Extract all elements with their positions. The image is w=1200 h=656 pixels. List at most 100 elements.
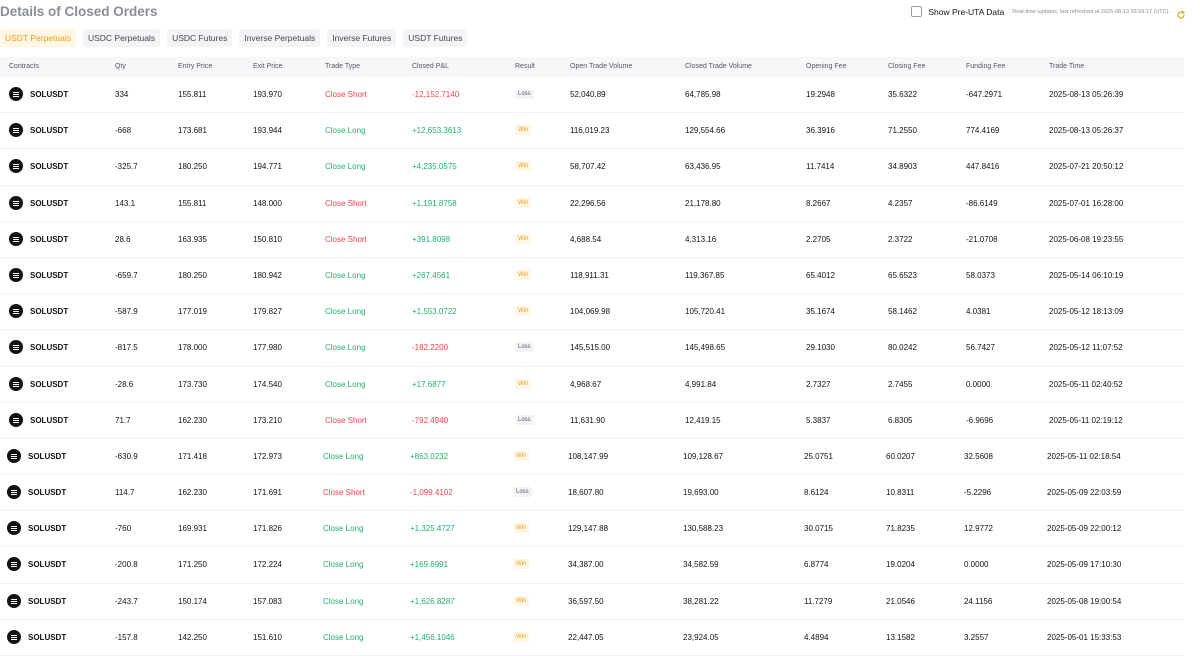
cell-funding-fee: 58.0373 — [966, 270, 995, 280]
cell-exit-price: 179.827 — [253, 307, 282, 317]
cell-closed-pnl: +267.4561 — [412, 270, 451, 280]
cell-closed-pnl: +1,626.8287 — [410, 596, 455, 606]
cell-trade-time: 2025-05-09 17:10:30 — [1047, 560, 1122, 570]
refresh-note: Real-time updates, last refreshed at 202… — [1012, 8, 1170, 15]
cell-result: Win — [515, 125, 532, 136]
cell-opening-fee: 11.7414 — [806, 162, 835, 172]
table-row[interactable]: SOLUSDT -668 173.681 193.944 Close Long +12,6… — [0, 113, 1184, 150]
cell-opening-fee: 4.4894 — [804, 632, 829, 642]
sol-coin-icon — [9, 159, 23, 174]
cell-contracts: SOLUSDT — [30, 198, 69, 208]
cell-trade-time: 2025-05-11 02:18:54 — [1047, 451, 1121, 461]
sol-coin-icon — [7, 629, 21, 644]
cell-result: Win — [515, 197, 532, 208]
cell-closed-trade-volume: 105,720.41 — [685, 307, 726, 317]
tab-usdt-perpetuals[interactable]: USDT Perpetuals — [0, 29, 76, 47]
cell-contracts: SOLUSDT — [28, 560, 67, 570]
cell-funding-fee: -86.6149 — [966, 198, 998, 208]
table-row[interactable]: SOLUSDT 71.7 162.230 173.210 Close Short -792… — [0, 403, 1184, 439]
table-row[interactable]: SOLUSDT -28.6 173.730 174.540 Close Long +17.… — [0, 367, 1184, 403]
table-row[interactable]: SOLUSDT 28.6 163.935 150.810 Close Short +391… — [0, 222, 1184, 258]
sol-coin-icon — [7, 485, 21, 500]
cell-contracts: SOLUSDT — [30, 90, 69, 99]
sol-coin-icon — [7, 448, 21, 463]
cell-open-trade-volume: 104,069.98 — [570, 307, 611, 317]
table-row[interactable]: SOLUSDT -587.9 177.019 179.827 Close Long +1,… — [0, 294, 1184, 331]
table-row[interactable]: SOLUSDT 334 155.811 193.970 Close Short -12,1… — [0, 77, 1184, 114]
cell-trade-type: Close Short — [323, 488, 365, 498]
cell-contracts: SOLUSDT — [28, 451, 67, 461]
pre-uta-checkbox[interactable] — [911, 6, 923, 17]
cell-closed-trade-volume: 109,128.67 — [683, 451, 724, 461]
cell-closing-fee: 71.2550 — [888, 126, 917, 136]
cell-closing-fee: 34.8903 — [888, 162, 917, 172]
cell-funding-fee: 774.4169 — [966, 126, 1000, 136]
tab-inverse-perpetuals[interactable]: Inverse Perpetuals — [239, 29, 321, 47]
cell-contracts: SOLUSDT — [30, 234, 69, 244]
table-row[interactable]: SOLUSDT -630.9 171.418 172.973 Close Long +86… — [0, 439, 1184, 476]
cell-closed-pnl: +1,553.0722 — [412, 307, 457, 317]
cell-opening-fee: 19.2948 — [806, 90, 835, 99]
refresh-icon[interactable] — [1176, 7, 1186, 19]
cell-qty: -817.5 — [115, 343, 138, 353]
cell-closing-fee: 58.1462 — [888, 307, 917, 317]
cell-opening-fee: 29.1030 — [806, 343, 835, 353]
table-row[interactable]: SOLUSDT -760 169.931 171.826 Close Long +1,32… — [0, 511, 1184, 548]
cell-entry-price: 173.730 — [178, 379, 207, 389]
tab-usdc-perpetuals[interactable]: USDC Perpetuals — [82, 29, 161, 47]
cell-exit-price: 171.826 — [253, 524, 282, 534]
cell-trade-time: 2025-06-08 19:23:55 — [1049, 234, 1124, 244]
cell-open-trade-volume: 4,968.67 — [570, 379, 602, 389]
cell-opening-fee: 5.3837 — [806, 415, 831, 425]
cell-qty: -243.7 — [115, 596, 138, 606]
sol-coin-icon — [9, 340, 23, 355]
cell-opening-fee: 8.2667 — [806, 198, 831, 208]
header-entry-price: Entry Price — [178, 63, 213, 70]
table-row[interactable]: SOLUSDT -817.5 178.000 177.980 Close Long -18… — [0, 330, 1184, 367]
table-row[interactable]: SOLUSDT -659.7 180.250 180.942 Close Long +26… — [0, 258, 1184, 295]
table-row[interactable]: SOLUSDT -243.7 150.174 157.083 Close Long +1,… — [0, 584, 1184, 620]
table-row[interactable]: SOLUSDT 114.7 162.230 171.691 Close Short -1,… — [0, 475, 1184, 512]
cell-qty: 334 — [115, 90, 129, 99]
cell-trade-time: 2025-05-11 02:40:52 — [1049, 379, 1123, 389]
cell-trade-type: Close Long — [323, 560, 364, 570]
cell-exit-price: 172.224 — [253, 560, 282, 570]
table-row[interactable]: SOLUSDT -325.7 180.250 194.771 Close Long +4,… — [0, 149, 1184, 186]
cell-closed-trade-volume: 4,991.84 — [685, 379, 717, 389]
cell-closed-trade-volume: 21,178.80 — [685, 198, 721, 208]
cell-open-trade-volume: 118,911.31 — [570, 270, 609, 280]
cell-closed-pnl: +12,653.3613 — [412, 126, 462, 136]
cell-funding-fee: 56.7427 — [966, 343, 995, 353]
cell-exit-price: 148.000 — [253, 198, 282, 208]
cell-trade-time: 2025-05-01 15:33:53 — [1047, 632, 1122, 642]
sol-coin-icon — [9, 412, 23, 427]
cell-qty: -587.9 — [115, 307, 138, 317]
cell-open-trade-volume: 22,447.05 — [568, 632, 604, 642]
cell-result: Win — [513, 631, 530, 642]
cell-trade-type: Close Short — [325, 90, 367, 99]
cell-trade-type: Close Long — [325, 379, 366, 389]
header-result: Result — [515, 63, 535, 70]
table-row[interactable]: SOLUSDT -200.8 171.250 172.224 Close Long +16… — [0, 547, 1184, 584]
cell-closing-fee: 6.8305 — [888, 415, 913, 425]
cell-result: Loss — [515, 89, 534, 99]
tab-inverse-futures[interactable]: Inverse Futures — [327, 29, 397, 47]
cell-entry-price: 171.250 — [178, 560, 207, 570]
sol-coin-icon — [9, 123, 23, 138]
tab-usdt-futures[interactable]: USDT Futures — [403, 29, 468, 47]
pre-uta-toggle[interactable]: Show Pre-UTA Data Real-time updates, las… — [911, 6, 1186, 19]
cell-opening-fee: 35.1674 — [806, 307, 835, 317]
cell-exit-price: 180.942 — [253, 270, 282, 280]
cell-entry-price: 169.931 — [178, 524, 207, 534]
table-row[interactable]: SOLUSDT 143.1 155.811 148.000 Close Short +1,… — [0, 186, 1184, 222]
cell-trade-type: Close Long — [323, 524, 364, 534]
cell-closed-pnl: +863.0232 — [410, 451, 449, 461]
cell-funding-fee: 4.0381 — [966, 307, 991, 317]
tab-usdc-futures[interactable]: USDC Futures — [167, 29, 233, 47]
cell-closing-fee: 71.8235 — [886, 524, 915, 534]
cell-exit-price: 172.973 — [253, 451, 282, 461]
cell-closed-pnl: -182.2200 — [412, 343, 449, 353]
sol-coin-icon — [9, 304, 23, 319]
cell-funding-fee: 12.9772 — [964, 524, 993, 534]
cell-closing-fee: 2.7455 — [888, 379, 913, 389]
